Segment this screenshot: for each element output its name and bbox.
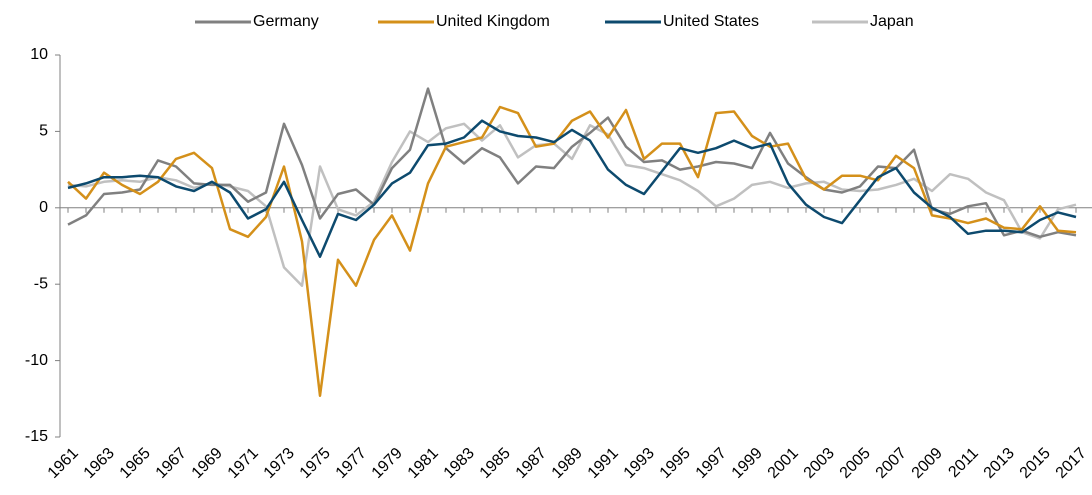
x-tick-label: 1983 [441,445,478,482]
x-tick-label: 1999 [729,445,766,482]
x-tick-label: 2009 [909,445,946,482]
x-tick-label: 1973 [261,445,298,482]
x-tick-label: 2007 [873,445,910,482]
series-line [67,105,1077,397]
legend-label: Germany [253,13,319,30]
series-line [67,122,1077,287]
x-tick-label: 2001 [765,445,802,482]
series-line [67,119,1077,258]
x-tick-label: 2005 [837,445,874,482]
x-tick-label: 1991 [585,445,622,482]
x-tick-label: 2011 [945,445,981,481]
y-tick-label: 0 [39,199,48,216]
x-tick-label: 1969 [189,445,226,482]
x-tick-label: 1971 [225,445,262,482]
x-tick-label: 1979 [369,445,406,482]
y-tick-label: -5 [34,275,48,292]
x-tick-label: 2017 [1053,445,1090,482]
y-tick-label: -15 [25,428,48,445]
x-tick-label: 2013 [981,445,1018,482]
x-tick-label: 1961 [45,445,82,482]
y-tick-label: -10 [25,352,48,369]
x-tick-label: 1977 [333,445,370,482]
x-tick-label: 1987 [513,445,550,482]
x-tick-label: 1981 [405,445,442,482]
series-line [67,87,1077,239]
x-tick-label: 1963 [81,445,118,482]
legend-label: United States [663,13,759,30]
legend-label: United Kingdom [436,13,550,30]
x-tick-label: 2015 [1017,445,1054,482]
x-tick-label: 1985 [477,445,514,482]
x-tick-label: 1965 [117,445,154,482]
x-tick-label: 1975 [297,445,334,482]
y-tick-label: 10 [30,46,48,63]
legend-label: Japan [870,13,914,30]
x-tick-label: 1995 [657,445,694,482]
x-tick-label: 1989 [549,445,586,482]
y-tick-label: 5 [39,123,48,140]
x-tick-label: 1997 [693,445,730,482]
x-tick-label: 1993 [621,445,658,482]
x-tick-label: 1967 [153,445,190,482]
x-tick-label: 2003 [801,445,838,482]
